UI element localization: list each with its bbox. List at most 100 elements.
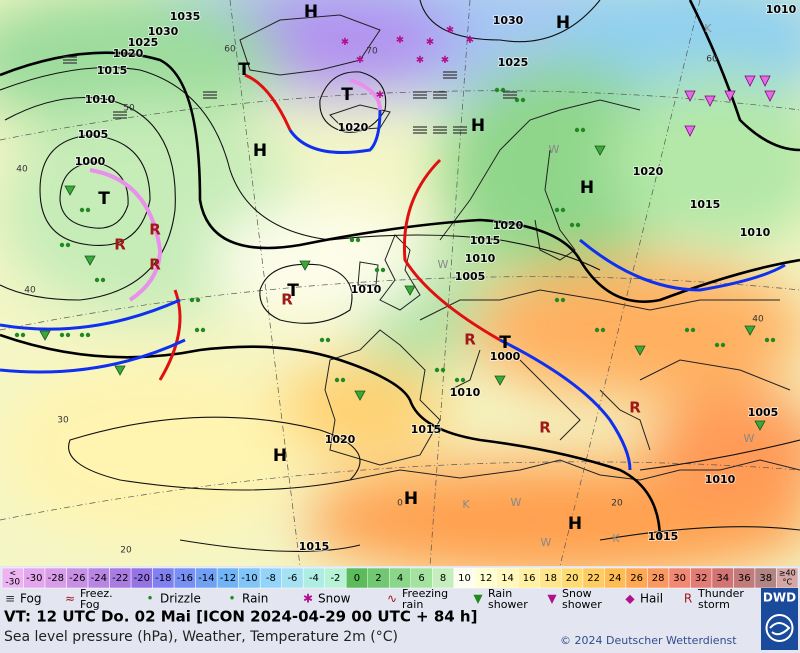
isobar xyxy=(0,51,800,303)
rain-symbol xyxy=(460,377,466,383)
color-scale-label: 8 xyxy=(440,573,446,584)
rain-symbol xyxy=(20,332,26,338)
rain-symbol xyxy=(189,297,195,303)
legend-label: Rain xyxy=(242,592,268,606)
rain-symbol xyxy=(600,327,606,333)
temperature-field xyxy=(0,0,800,566)
cold-front xyxy=(499,338,632,471)
snow-shower-symbol xyxy=(764,90,776,102)
isobar xyxy=(688,0,800,152)
pressure-center: T xyxy=(287,281,299,301)
color-scale-label: -6 xyxy=(287,573,297,584)
rain-symbol xyxy=(440,367,446,373)
legend-label: shower xyxy=(562,598,602,611)
snow-shower-symbol xyxy=(704,95,716,107)
pressure-label: 1010 xyxy=(465,252,496,265)
color-scale-label: 18 xyxy=(544,573,557,584)
pressure-label: 1000 xyxy=(490,350,521,363)
description: Sea level pressure (hPa), Weather, Tempe… xyxy=(4,629,398,645)
rain-symbol xyxy=(714,342,720,348)
coastline xyxy=(419,289,791,451)
legend-label: Rain xyxy=(488,587,512,600)
rain-symbol xyxy=(520,97,526,103)
occlusion xyxy=(349,78,382,111)
warm-front xyxy=(244,73,292,131)
isobar xyxy=(0,333,662,541)
isobar xyxy=(39,134,151,246)
isotherm-label: 60 xyxy=(224,45,236,55)
rain-symbol xyxy=(319,337,325,343)
rain-symbol xyxy=(340,377,346,383)
rain-symbol xyxy=(65,242,71,248)
warm-front xyxy=(402,158,501,342)
color-scale-label: -30 xyxy=(26,573,42,584)
dwd-logo-icon xyxy=(769,622,791,636)
color-scale-label: 20 xyxy=(566,573,579,584)
rain-symbol xyxy=(764,337,770,343)
rain-symbol xyxy=(569,222,575,228)
isotherm-label: 20 xyxy=(120,546,132,556)
rain-symbol xyxy=(770,337,776,343)
isobar xyxy=(179,0,800,552)
color-scale-label: 16 xyxy=(523,573,536,584)
snow-symbol: ✱ xyxy=(466,35,474,46)
occlusion xyxy=(89,168,163,302)
snow-shower-symbol xyxy=(724,90,736,102)
isotherm-label: 0 xyxy=(397,499,403,509)
legend-label: Freezing xyxy=(402,587,448,600)
color-scale-label: -26 xyxy=(69,573,85,584)
isobar xyxy=(319,71,387,133)
pressure-label: 1010 xyxy=(85,93,116,106)
legend-label: shower xyxy=(488,598,528,611)
color-scale-label: 30 xyxy=(673,573,686,584)
isotherm-label: 20 xyxy=(611,499,623,509)
dwd-logo-text: DWD xyxy=(763,591,796,605)
snow-symbol: ✱ xyxy=(356,55,364,66)
pressure-center: H xyxy=(556,13,570,33)
pressure-label: 1015 xyxy=(690,198,721,211)
rain-symbol xyxy=(94,277,100,283)
rain-shower-symbol xyxy=(299,260,311,271)
pressure-label: 1025 xyxy=(498,56,529,69)
rain-symbol xyxy=(494,87,500,93)
legend-label: Freez. xyxy=(80,587,113,600)
legend-icon: R xyxy=(684,592,692,606)
isobar xyxy=(0,96,176,301)
snow-shower-symbol xyxy=(759,75,771,87)
rain-symbol xyxy=(79,332,85,338)
dwd-logo xyxy=(761,588,798,650)
legend-label: Snow xyxy=(562,587,592,600)
rain-symbol xyxy=(325,337,331,343)
rain-symbol xyxy=(59,242,65,248)
color-scale-label: -10 xyxy=(241,573,257,584)
rain-symbol xyxy=(195,297,201,303)
thunderstorm-symbol: R xyxy=(629,399,641,417)
rain-symbol xyxy=(554,207,560,213)
isotherm-label: 40 xyxy=(752,315,764,325)
rain-shower-symbol xyxy=(494,375,506,386)
legend-icon: • xyxy=(146,592,153,606)
rain-symbol xyxy=(690,327,696,333)
color-scale-label: -12 xyxy=(220,573,236,584)
rain-shower-symbol xyxy=(64,185,76,196)
color-scale-label: -2 xyxy=(330,573,340,584)
air-mass-label: W xyxy=(549,143,560,156)
legend-label: Hail xyxy=(640,592,663,606)
snow-shower-symbol xyxy=(684,90,696,102)
color-scale-label: 36 xyxy=(738,573,751,584)
rain-shower-symbol xyxy=(594,145,606,156)
rain-symbol xyxy=(334,377,340,383)
pressure-label: 1015 xyxy=(411,423,442,436)
rain-shower-symbol xyxy=(84,255,96,266)
coastline xyxy=(357,234,421,311)
snow-symbol: ✱ xyxy=(446,25,454,36)
color-scale-label: -20 xyxy=(134,573,150,584)
coastline xyxy=(239,14,391,131)
rain-symbol xyxy=(514,97,520,103)
rain-symbol xyxy=(355,237,361,243)
rain-symbol xyxy=(194,327,200,333)
pressure-label: 1010 xyxy=(450,386,481,399)
snow-shower-symbol xyxy=(684,125,696,137)
